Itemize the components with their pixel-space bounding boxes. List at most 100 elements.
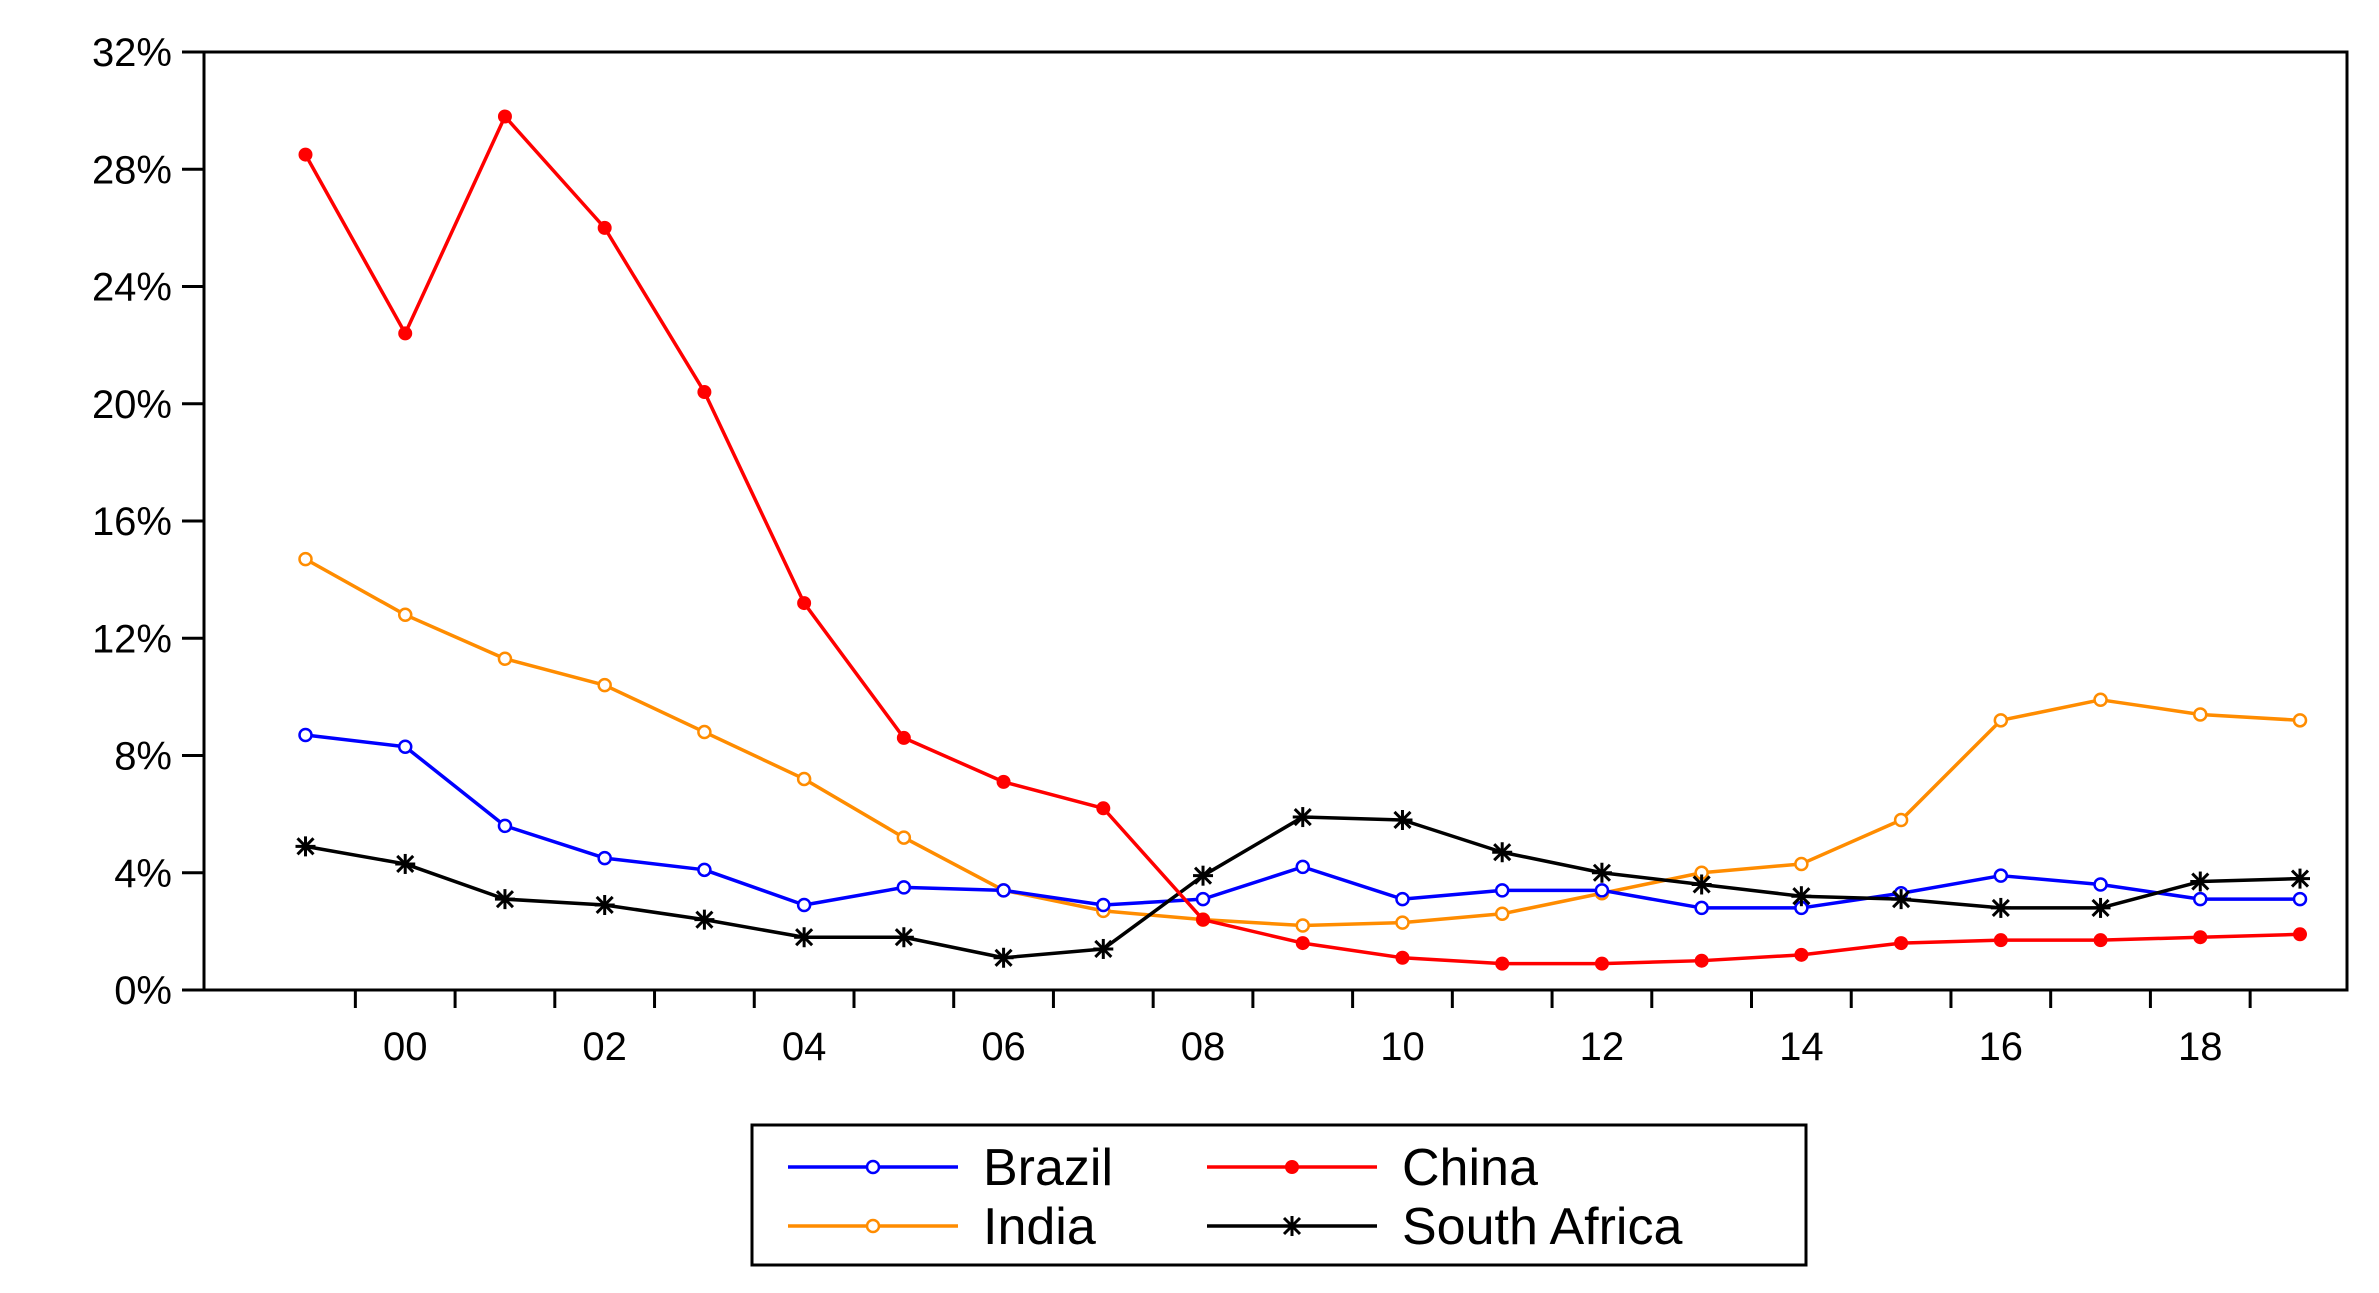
data-point [896, 730, 911, 745]
data-point [1295, 936, 1310, 951]
data-point [1392, 809, 1413, 830]
data-point [1893, 812, 1909, 828]
legend-label: Brazil [983, 1139, 1113, 1197]
y-tick-label: 0% [114, 969, 172, 1013]
data-point [397, 607, 413, 623]
data-point [2090, 897, 2111, 918]
data-point [1691, 874, 1712, 895]
data-point [1794, 856, 1809, 872]
data-point [1694, 900, 1709, 916]
data-point [1193, 865, 1214, 886]
legend-item-china: China [1207, 1139, 1538, 1197]
x-tick-label: 10 [1380, 1025, 1425, 1069]
data-point [1093, 938, 1114, 959]
data-point [1282, 1216, 1302, 1236]
legend-item-brazil: Brazil [788, 1139, 1113, 1197]
data-point [1694, 953, 1709, 968]
data-point [1891, 889, 1912, 910]
series-layer [295, 109, 2310, 971]
x-tick-label: 16 [1979, 1025, 2024, 1069]
data-point [1395, 891, 1410, 907]
series-line [303, 114, 2301, 966]
y-axis: 0% 4% 8% 12% 16% 20% 24% 28% 32% [92, 31, 204, 1013]
data-point [398, 326, 413, 341]
y-tick-label: 32% [92, 31, 172, 75]
data-point [497, 651, 513, 667]
data-point [298, 147, 313, 162]
data-point [1993, 868, 2009, 883]
data-point [1492, 842, 1513, 863]
data-point [996, 883, 1011, 898]
data-point [1594, 883, 1610, 898]
data-point [1791, 886, 1812, 907]
data-point [865, 1159, 881, 1175]
data-point [1594, 956, 1609, 971]
x-axis: 00 02 04 06 08 10 12 14 16 18 [353, 990, 2252, 1069]
data-point [1285, 1160, 1299, 1174]
data-point [1295, 918, 1310, 933]
x-tick-label: 06 [981, 1025, 1026, 1069]
data-point [1395, 950, 1410, 965]
series-china [298, 109, 2307, 971]
x-tick-label: 02 [582, 1025, 627, 1069]
legend: Brazil China India South Africa [750, 1123, 1808, 1267]
x-tick-label: 08 [1181, 1025, 1226, 1069]
data-point [697, 385, 712, 400]
data-point [796, 897, 812, 913]
x-tick-label: 18 [2178, 1025, 2223, 1069]
data-point [794, 927, 815, 948]
legend-item-india: India [788, 1198, 1096, 1256]
x-tick-label: 00 [383, 1025, 428, 1069]
legend-label: South Africa [1402, 1198, 1682, 1256]
data-point [2193, 891, 2208, 907]
legend-label: India [983, 1198, 1096, 1256]
data-point [797, 596, 812, 611]
data-point [1096, 801, 1111, 816]
data-point [2292, 713, 2308, 728]
data-point [993, 947, 1014, 968]
data-point [2193, 707, 2208, 722]
data-point [1494, 883, 1510, 898]
data-point [996, 774, 1011, 789]
x-tick-label: 14 [1779, 1025, 1824, 1069]
data-point [1096, 897, 1111, 913]
data-point [2093, 933, 2108, 948]
data-point [1395, 915, 1410, 930]
data-point [896, 830, 912, 845]
data-point [1794, 947, 1809, 962]
y-tick-label: 8% [114, 735, 172, 779]
y-tick-label: 4% [114, 852, 172, 896]
legend-item-south-africa: South Africa [1207, 1198, 1682, 1256]
y-tick-label: 16% [92, 500, 172, 544]
y-tick-label: 20% [92, 383, 172, 427]
legend-box [750, 1123, 1808, 1267]
data-point [893, 927, 914, 948]
data-point [1295, 859, 1310, 875]
data-point [2293, 927, 2307, 942]
data-point [1196, 912, 1211, 927]
data-point [2292, 891, 2308, 907]
data-point [2093, 877, 2108, 892]
data-point [497, 818, 513, 834]
data-point [597, 220, 612, 235]
data-point [796, 771, 812, 787]
data-point [896, 880, 912, 895]
data-point [594, 894, 615, 915]
data-point [298, 551, 313, 567]
data-point [298, 727, 313, 743]
data-point [2093, 692, 2108, 708]
data-point [697, 862, 712, 878]
data-point [1591, 862, 1612, 883]
data-point [397, 739, 413, 754]
series-south-africa [295, 807, 2310, 968]
data-point [697, 724, 712, 740]
y-tick-label: 24% [92, 266, 172, 310]
data-point [494, 889, 515, 910]
data-point [1993, 713, 2009, 728]
y-tick-label: 28% [92, 148, 172, 192]
x-tick-label: 12 [1580, 1025, 1625, 1069]
data-point [597, 677, 612, 693]
data-point [497, 109, 512, 124]
data-point [2290, 868, 2310, 889]
